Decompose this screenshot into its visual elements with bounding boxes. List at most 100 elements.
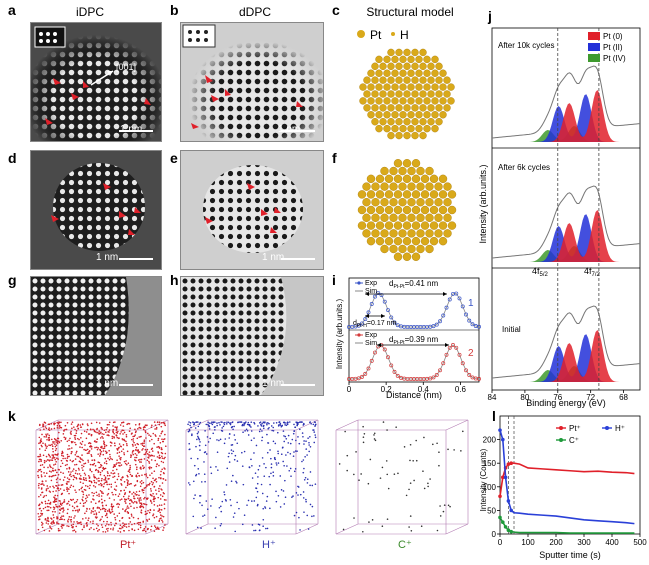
apt-ion-pt [161,457,164,459]
apt-ion-pt [39,515,42,517]
apt-ion-h [190,457,192,460]
apt-ion-h [197,468,200,470]
pt-atom [379,76,387,84]
apt-ion-pt [119,478,122,481]
apt-ion-h [226,421,228,423]
pt-atom [362,213,371,222]
apt-ion-pt [47,487,49,490]
pt-atom [402,205,412,215]
apt-ion-pt [81,440,84,443]
apt-ion-pt [60,471,62,474]
apt-ion-h [262,425,265,428]
apt-ion-pt [157,437,160,440]
profile-1-exp-point [457,296,462,301]
apt-ion-pt [96,427,98,430]
apt-ion-pt [58,484,60,486]
chart-l: Intensity (Counts) 0 100 200 300 400 500 0 50 10… [478,410,648,560]
apt-ion-pt [68,516,71,518]
apt-ion-pt [56,424,59,427]
apt-ion-h [248,466,251,468]
apt-ion-pt [84,497,87,500]
apt-ion-h [223,493,226,496]
pt-atom [425,244,434,254]
pt-atom [371,198,380,207]
panel-label-c: c [332,2,340,18]
apt-ion-h [297,436,299,438]
apt-ion-h [209,437,211,440]
apt-ion-pt [38,436,41,439]
apt-ion-pt [153,421,156,423]
apt-ion-pt [158,464,160,467]
apt-ion-pt [117,495,120,498]
apt-ion-pt [103,447,106,450]
pt-atom [389,244,398,254]
apt-ion-pt [161,482,164,484]
apt-ion-pt [45,472,48,474]
pt-atom [393,236,403,246]
apt-ion-pt [96,438,99,441]
apt-ion-pt [154,434,157,436]
apt-ion-pt [67,518,70,521]
apt-ion-pt [79,481,82,483]
apt-ion-h [303,467,305,470]
apt-ion-h [230,480,233,483]
apt-ion-pt [73,521,75,523]
apt-ion-pt [113,499,116,501]
pt-atom [393,159,403,168]
apt-ion-pt [119,465,121,467]
apt-ion-pt [109,453,111,456]
apt-ion-pt [46,505,49,508]
apt-ion-h [314,483,317,485]
pt-atom [399,55,407,64]
apt-ion-h [304,476,307,479]
apt-ion-pt [129,427,132,430]
apt-ion-pt [80,443,83,445]
pt-atom [387,118,395,126]
direction-label: [001] [116,62,137,72]
apt-ion-pt [76,521,78,523]
pt-atom [399,69,407,77]
apt-ion-h [271,429,273,432]
apt-ion-pt [67,500,70,503]
apt-ion-h [274,442,277,445]
apt-ion-pt [72,459,75,462]
apt-ion-pt [45,455,48,458]
pt-atom [402,221,412,230]
apt-ion-pt [129,456,132,458]
pt-atom [434,182,443,191]
pt-atom [427,118,435,126]
apt-ion-pt [98,528,100,531]
apt-ion-pt [96,516,98,519]
apt-ion-pt [111,491,113,494]
apt-ion-h [189,421,192,424]
apt-ion-pt [79,474,82,477]
apt-ion-pt [150,525,153,528]
apt-ion-pt [62,511,64,513]
apt-ion-h [219,505,222,508]
apt-ion-pt [134,493,136,495]
apt-ion-pt [141,489,144,492]
apt-ion-pt [74,515,76,517]
apt-ion-pt [101,484,103,486]
apt-ion-pt [125,526,128,528]
pt-atom [431,83,439,91]
apt-ion-pt [40,510,43,512]
pt-atom [362,182,371,191]
apt-ion-c [353,517,355,519]
pt-atom [367,69,375,77]
apt-ion-pt [128,430,131,432]
apt-ion-pt [127,475,129,478]
apt-ion-pt [104,531,107,533]
apt-ion-pt [40,475,43,478]
pt-atom [411,236,421,246]
chart-i-xtick: 0.2 [381,385,393,394]
apt-ion-pt [146,484,148,486]
apt-ion-pt [114,444,116,447]
apt-ion-pt [138,499,140,501]
apt-ion-pt [38,482,40,485]
apt-ion-pt [155,435,157,437]
apt-ion-pt [112,476,114,478]
apt-ion-pt [153,470,156,472]
apt-ion-pt [104,467,107,470]
apt-ion-pt [148,455,150,457]
